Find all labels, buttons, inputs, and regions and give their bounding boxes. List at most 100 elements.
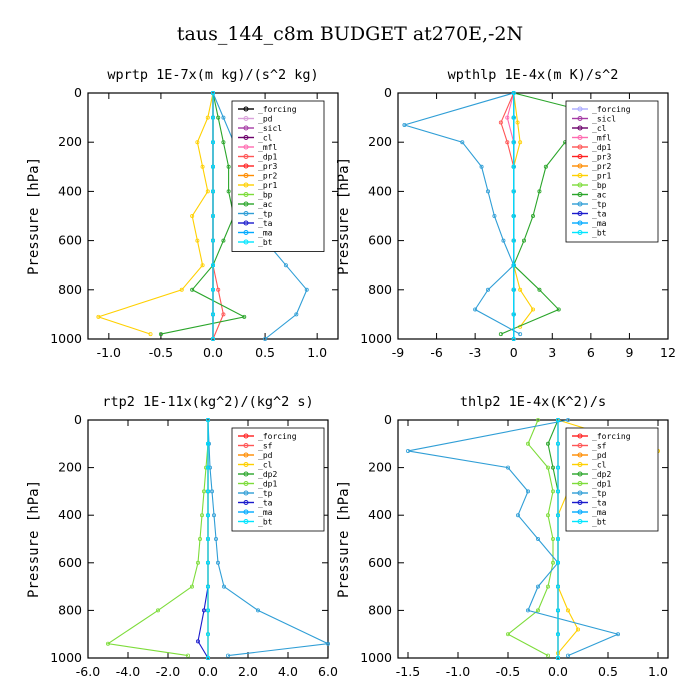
x-tick-label: -1.0 bbox=[446, 664, 470, 679]
series-point-cl bbox=[576, 627, 581, 632]
series-line-mfl bbox=[506, 92, 515, 339]
series-point-pr1 bbox=[518, 287, 523, 292]
legend-label: _dp1 bbox=[592, 480, 611, 489]
series-point-pr1 bbox=[96, 314, 101, 319]
series-line-pr1 bbox=[513, 92, 534, 328]
legend-marker bbox=[577, 433, 583, 439]
x-tick-label: 0.5 bbox=[255, 345, 275, 360]
y-tick-label: 400 bbox=[58, 507, 82, 522]
legend-label: _bp bbox=[258, 191, 273, 200]
series-point-tp bbox=[405, 448, 410, 453]
series-point-tp bbox=[294, 312, 299, 317]
series-point-pr1 bbox=[148, 332, 153, 337]
legend-label: _forcing bbox=[592, 432, 631, 441]
series-point-bt bbox=[556, 632, 561, 637]
series-point-bt bbox=[205, 489, 210, 494]
series-point-tp bbox=[221, 115, 226, 120]
series-point-dp1 bbox=[185, 653, 190, 658]
series-point-tp bbox=[221, 584, 226, 589]
legend-label: _forcing bbox=[258, 432, 297, 441]
y-tick-label: 800 bbox=[58, 282, 82, 297]
legend-marker bbox=[577, 116, 583, 121]
legend: _forcing_pd_sicl_cl_mfl_dp1_pr3_pr2_pr1_… bbox=[231, 100, 325, 252]
legend-marker bbox=[243, 106, 249, 112]
series-point-bt bbox=[511, 213, 516, 218]
series-point-dp1 bbox=[546, 465, 551, 470]
series-point-ac bbox=[537, 189, 542, 194]
legend-label: _sicl bbox=[592, 115, 616, 124]
series-point-tp bbox=[473, 307, 478, 312]
series-point-tp bbox=[213, 537, 218, 542]
legend-marker bbox=[577, 135, 583, 140]
series-point-bt bbox=[205, 584, 210, 589]
legend-label: _ma bbox=[592, 508, 607, 517]
legend-marker bbox=[243, 519, 249, 524]
series-point-dp2 bbox=[551, 465, 556, 470]
legend-marker bbox=[243, 116, 249, 121]
series-point-bt bbox=[556, 608, 561, 613]
legend-label: _pr3 bbox=[258, 162, 277, 171]
legend-box bbox=[565, 100, 659, 243]
legend-label: _cl bbox=[592, 124, 607, 133]
legend-marker bbox=[243, 230, 249, 235]
y-tick-label: 600 bbox=[58, 233, 82, 248]
series-point-bt bbox=[511, 263, 516, 268]
series-point-ac bbox=[226, 189, 231, 194]
series-point-tp bbox=[485, 287, 490, 292]
series-point-bt bbox=[205, 632, 210, 637]
y-tick-label: 200 bbox=[368, 460, 392, 475]
y-tick-label: 0 bbox=[74, 85, 82, 100]
series-point-bt bbox=[210, 238, 215, 243]
series-point-tp bbox=[263, 336, 268, 341]
legend-marker bbox=[243, 481, 249, 486]
series-point-bt bbox=[205, 465, 210, 470]
y-tick-label: 0 bbox=[384, 85, 392, 100]
legend-label: _ta bbox=[592, 210, 607, 219]
series-point-ac bbox=[221, 140, 226, 145]
series-point-bt bbox=[511, 336, 516, 341]
series-point-tp bbox=[485, 189, 490, 194]
legend-label: _ta bbox=[592, 499, 607, 508]
legend-marker bbox=[243, 201, 249, 207]
legend-marker bbox=[577, 144, 583, 150]
series-point-pr1 bbox=[205, 115, 210, 120]
x-tick-label: -6.0 bbox=[76, 664, 100, 679]
legend-label: _forcing bbox=[258, 105, 297, 114]
series-point-dp1 bbox=[221, 312, 226, 317]
legend-marker bbox=[577, 125, 583, 131]
legend-marker bbox=[577, 490, 583, 496]
legend-label: _mfl bbox=[592, 134, 611, 143]
panel-title: rtp2 1E-11x(kg^2)/(kg^2 s) bbox=[102, 394, 313, 410]
series-point-pr1 bbox=[179, 287, 184, 292]
plot-frame bbox=[397, 92, 669, 340]
series-point-dp1 bbox=[498, 120, 503, 125]
series-point-tp bbox=[505, 465, 510, 470]
legend-marker bbox=[243, 211, 249, 216]
legend-marker bbox=[577, 509, 583, 515]
series-point-dp1 bbox=[536, 417, 541, 422]
series-group bbox=[402, 91, 632, 341]
series-point-ac bbox=[543, 164, 548, 169]
legend-marker bbox=[577, 519, 583, 524]
x-tick-label: 0.0 bbox=[548, 664, 568, 679]
legend-marker bbox=[577, 462, 583, 467]
legend-label: _ma bbox=[592, 219, 607, 228]
legend-label: _cl bbox=[592, 461, 607, 470]
legend-marker bbox=[577, 182, 583, 188]
legend-label: _pd bbox=[592, 451, 607, 460]
legend-label: _ac bbox=[258, 200, 273, 209]
x-tick-label: 2.0 bbox=[238, 664, 258, 679]
series-point-tp bbox=[526, 608, 531, 613]
series-group bbox=[405, 417, 661, 661]
y-tick-label: 600 bbox=[58, 555, 82, 570]
legend-label: _pd bbox=[258, 115, 273, 124]
series-point-dp1 bbox=[546, 584, 551, 589]
legend-marker bbox=[577, 106, 583, 112]
series-point-bt bbox=[205, 417, 210, 422]
x-tick-label: 0.0 bbox=[198, 664, 218, 679]
y-axis-label: Pressure [hPa] bbox=[336, 480, 352, 598]
y-tick-label: 600 bbox=[368, 233, 392, 248]
legend-label: _pr2 bbox=[258, 172, 277, 181]
series-point-dp1 bbox=[505, 632, 510, 637]
series-point-tp bbox=[402, 122, 407, 127]
